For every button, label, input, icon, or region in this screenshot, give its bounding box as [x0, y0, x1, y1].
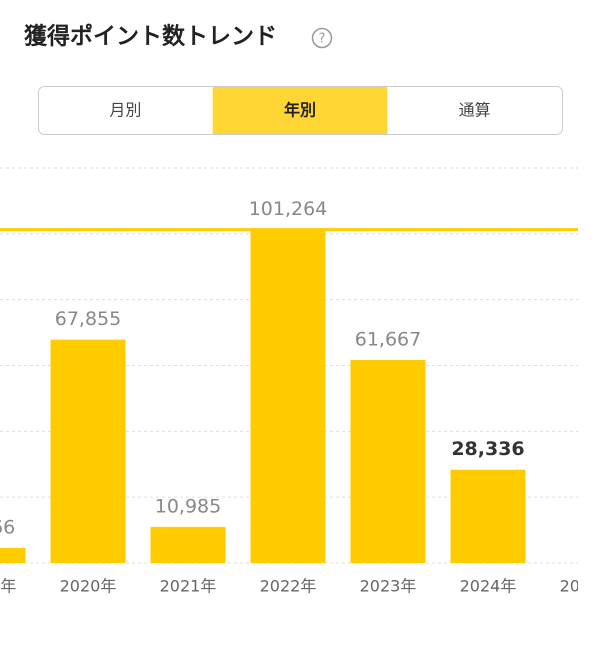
bar: [50, 339, 126, 563]
tab-selected[interactable]: [212, 87, 388, 134]
x-tick-label: 2023年: [360, 577, 417, 596]
value-label: 67,855: [55, 308, 121, 330]
x-tick-label: 2021年: [160, 577, 217, 596]
x-tick-label: 2020年: [60, 577, 117, 596]
x-tick-label: 2024年: [460, 577, 517, 596]
x-tick-label: 2025年: [560, 577, 600, 596]
bar: [150, 526, 226, 563]
tab-label[interactable]: 通算: [459, 101, 491, 120]
help-mark: ?: [319, 32, 326, 47]
tab-label[interactable]: 年別: [284, 101, 316, 120]
value-label: 10,985: [155, 495, 221, 517]
bar: [450, 469, 526, 563]
x-tick-label: 2019年: [0, 577, 16, 596]
help-icon[interactable]: [311, 27, 333, 49]
bar: [0, 547, 26, 563]
value-label: 101,264: [249, 198, 328, 220]
title: 獲得ポイント数トレンド: [24, 23, 277, 50]
bar: [350, 360, 426, 563]
value-label: 28,336: [451, 438, 524, 460]
tab-bar: 月別 年別 通算: [38, 86, 563, 135]
value-label: 4,566: [0, 516, 15, 538]
bar: [250, 229, 326, 563]
x-tick-label: 2022年: [260, 577, 317, 596]
chart: 2019年 4,566 2020年 67,855 2021年 10,985 2022年 101…: [0, 167, 600, 596]
value-label: 61,667: [355, 329, 421, 351]
tab-label[interactable]: 月別: [109, 101, 141, 120]
